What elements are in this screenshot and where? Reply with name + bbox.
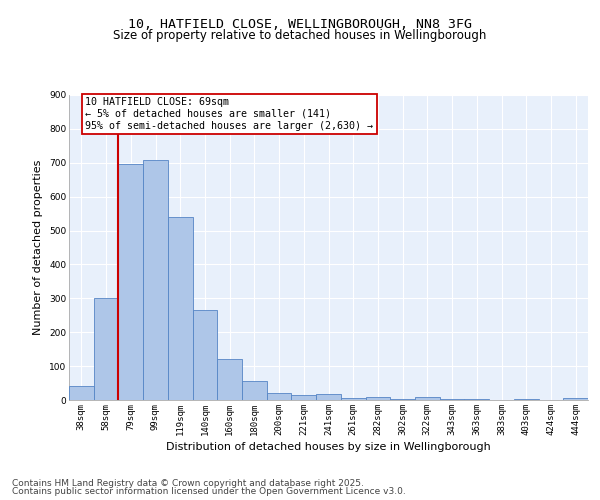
Bar [143,160,168,400]
Bar [267,392,292,400]
Text: 10, HATFIELD CLOSE, WELLINGBOROUGH, NN8 3FG: 10, HATFIELD CLOSE, WELLINGBOROUGH, NN8 … [128,18,472,30]
Text: Contains HM Land Registry data © Crown copyright and database right 2025.: Contains HM Land Registry data © Crown c… [12,478,364,488]
Text: Size of property relative to detached houses in Wellingborough: Size of property relative to detached ho… [113,29,487,42]
Bar [292,396,316,400]
Text: Contains public sector information licensed under the Open Government Licence v3: Contains public sector information licen… [12,487,406,496]
Bar [242,380,267,400]
Y-axis label: Number of detached properties: Number of detached properties [34,160,43,335]
Bar [563,398,588,400]
Text: 10 HATFIELD CLOSE: 69sqm
← 5% of detached houses are smaller (141)
95% of semi-d: 10 HATFIELD CLOSE: 69sqm ← 5% of detache… [85,98,373,130]
Bar [464,398,489,400]
Bar [69,386,94,400]
Bar [193,310,217,400]
Bar [316,394,341,400]
Bar [341,398,365,400]
Bar [217,358,242,400]
Bar [94,298,118,400]
Bar [365,397,390,400]
X-axis label: Distribution of detached houses by size in Wellingborough: Distribution of detached houses by size … [166,442,491,452]
Bar [168,217,193,400]
Bar [118,164,143,400]
Bar [415,397,440,400]
